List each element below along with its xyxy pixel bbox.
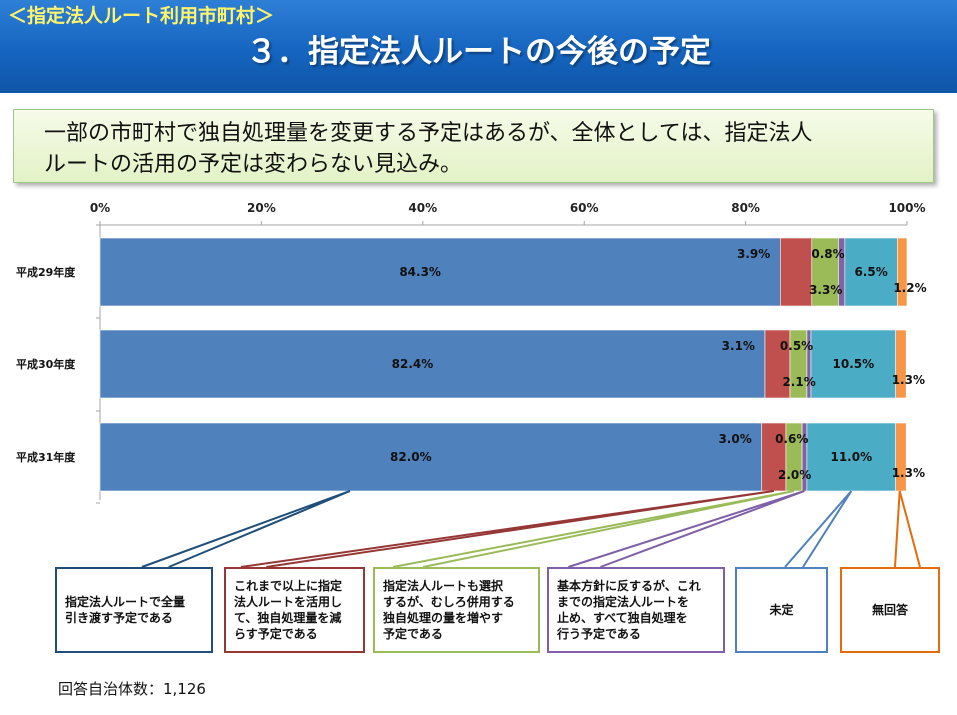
- data-label: 1.3%: [892, 373, 925, 387]
- callout-leader: [568, 490, 805, 568]
- data-label: 1.3%: [892, 466, 925, 480]
- stacked-bar-chart: 0% 20% 40% 60% 80% 100% 84.3% 3.9% 3.3% 0.8% 6.5%…: [16, 201, 927, 568]
- bar-segment: [895, 329, 907, 399]
- callout-box: 基本方針に反するが、これ までの指定法人ルートを 止め、すべて独自処理を 行う予…: [547, 567, 725, 653]
- callout-text: 基本方針に反するが、これ までの指定法人ルートを 止め、すべて独自処理を 行う予…: [557, 579, 701, 641]
- x-tick-label: 0%: [90, 201, 110, 215]
- bar-segment: [897, 237, 908, 307]
- callout-leader: [392, 490, 795, 568]
- callout-box: 無回答: [840, 567, 940, 653]
- data-label: 82.0%: [390, 450, 432, 464]
- callout-leader: [240, 490, 774, 568]
- slide-title: ３．指定法人ルートの今後の予定: [246, 34, 711, 70]
- x-tick-label: 100%: [888, 201, 925, 215]
- bar-segment: [99, 422, 763, 492]
- data-labels: 84.3% 3.9% 3.3% 0.8% 6.5% 1.2% 82.4% 3.1% 2.1% 0.…: [390, 247, 927, 482]
- bar-segment: [810, 329, 897, 399]
- data-label: 0.6%: [775, 432, 808, 446]
- bars: [99, 237, 908, 492]
- data-label: 3.1%: [722, 339, 755, 353]
- data-label: 2.1%: [782, 375, 815, 389]
- data-label: 82.4%: [392, 357, 434, 371]
- bar-segment: [895, 422, 907, 492]
- category-label: 平成31年度: [16, 450, 76, 464]
- callout-leader: [141, 490, 351, 568]
- data-label: 10.5%: [833, 357, 875, 371]
- category-label: 平成29年度: [16, 265, 76, 279]
- callout-text: これまで以上に指定 法人ルートを活用し て、独自処理量を減 らす予定である: [234, 579, 343, 641]
- data-label: 0.5%: [780, 339, 813, 353]
- bar-segment: [844, 237, 898, 307]
- summary-line-1: 一部の市町村で独自処理量を変更する予定はあるが、全体としては、指定法人: [44, 121, 813, 146]
- callout-box: 未定: [735, 567, 828, 653]
- callout-text: 指定法人ルートで全量 引き渡す予定である: [65, 595, 186, 625]
- data-label: 0.8%: [811, 247, 844, 261]
- x-tick-label: 80%: [731, 201, 760, 215]
- x-axis: 0% 20% 40% 60% 80% 100%: [90, 201, 926, 504]
- callout-leader: [894, 490, 921, 568]
- callout-box: これまで以上に指定 法人ルートを活用し て、独自処理量を減 らす予定である: [224, 567, 365, 653]
- category-label: 平成30年度: [16, 357, 76, 371]
- bar-segment: [99, 237, 781, 307]
- bar-segment: [806, 422, 897, 492]
- data-label: 3.9%: [737, 247, 770, 261]
- title-banner: ＜指定法人ルート利用市町村＞ ３．指定法人ルートの今後の予定: [0, 0, 957, 93]
- callout-box: 指定法人ルートも選択 するが、むしろ併用する 独自処理の量を増やす 予定である: [373, 567, 540, 653]
- bar-segment: [780, 237, 813, 307]
- bar-segment: [761, 422, 787, 492]
- callout-text: 無回答: [871, 603, 908, 617]
- summary-line-2: ルートの活用の予定は変わらない見込み。: [44, 152, 463, 177]
- data-label: 3.0%: [718, 432, 751, 446]
- bar-segment: [99, 329, 766, 399]
- data-label: 11.0%: [830, 450, 872, 464]
- summary-box: 一部の市町村で独自処理量を変更する予定はあるが、全体としては、指定法人 ルートの…: [13, 109, 934, 183]
- callout-text: 指定法人ルートも選択 するが、むしろ併用する 独自処理の量を増やす 予定である: [383, 579, 515, 641]
- data-label: 3.3%: [809, 283, 842, 297]
- data-label: 6.5%: [854, 265, 887, 279]
- x-tick-label: 60%: [570, 201, 599, 215]
- data-label: 2.0%: [778, 468, 811, 482]
- section-subtitle: ＜指定法人ルート利用市町村＞: [8, 5, 275, 27]
- x-tick-label: 40%: [408, 201, 437, 215]
- callout-leader-lines: [141, 490, 921, 568]
- callout-box: 指定法人ルートで全量 引き渡す予定である: [55, 567, 213, 653]
- data-label: 1.2%: [893, 281, 926, 295]
- bar-segment: [811, 237, 839, 307]
- data-label: 84.3%: [399, 265, 441, 279]
- x-tick-label: 20%: [247, 201, 276, 215]
- respondent-count: 回答自治体数：1,126: [58, 680, 206, 698]
- callout-leader: [784, 490, 853, 568]
- callout-text: 未定: [769, 603, 794, 617]
